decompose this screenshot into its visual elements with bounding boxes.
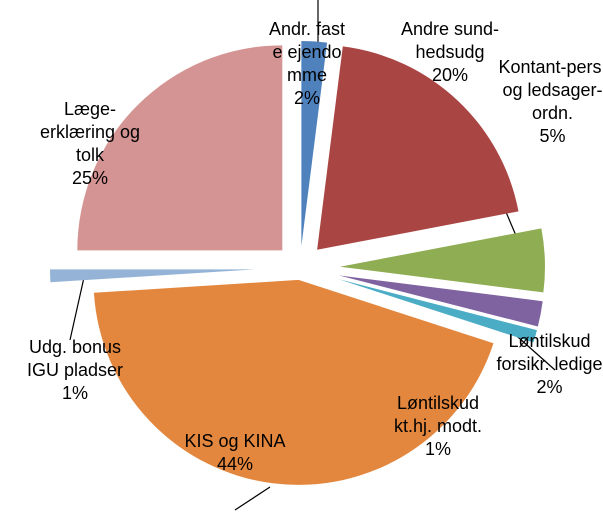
slice-label: Andre sund-hedsudg 20% [400, 18, 500, 87]
slice-name: Andre sund-hedsudg [400, 19, 500, 62]
slice-name: Kontant-pers. og ledsager-ordn. [498, 57, 603, 123]
slice-label: KIS og KINA 44% [180, 430, 290, 476]
pie-slice [93, 279, 494, 485]
slice-name: Læge-erklæring og tolk [39, 99, 141, 165]
slice-value: 5% [539, 126, 566, 146]
slice-name: Udg. bonus IGU pladser [26, 337, 124, 380]
slice-name: Løntilskud forsikr. ledige [496, 331, 603, 374]
slice-value: 2% [293, 88, 320, 108]
pie-slice [339, 228, 545, 293]
pie-slice [77, 45, 283, 251]
pie-slice [50, 269, 256, 283]
slice-value: 1% [61, 383, 88, 403]
pie-slice [317, 46, 519, 250]
leader-line [69, 272, 86, 341]
slice-value: 2% [536, 377, 563, 397]
leader-line [234, 486, 271, 511]
slice-label: Løntilskud kt.hj. modt. 1% [383, 392, 493, 461]
pie-slice [301, 41, 328, 247]
slice-value: 20% [431, 65, 469, 85]
slice-label: Andr. faste ejendomme 2% [265, 18, 349, 110]
pie-slice [339, 275, 543, 327]
slice-label: Løntilskud forsikr. ledige 2% [492, 330, 603, 399]
slice-label: Kontant-pers. og ledsager-ordn. 5% [495, 56, 603, 148]
slice-value: 1% [424, 439, 451, 459]
pie-slice [338, 279, 537, 343]
slice-value: 25% [71, 168, 109, 188]
slice-label: Læge-erklæring og tolk 25% [35, 98, 145, 190]
slice-name: Løntilskud kt.hj. modt. [393, 393, 483, 436]
slice-value: 44% [216, 454, 254, 474]
slice-label: Udg. bonus IGU pladser 1% [20, 336, 130, 405]
slice-name: Andr. faste ejendomme [268, 19, 346, 85]
slice-name: KIS og KINA [184, 431, 286, 451]
